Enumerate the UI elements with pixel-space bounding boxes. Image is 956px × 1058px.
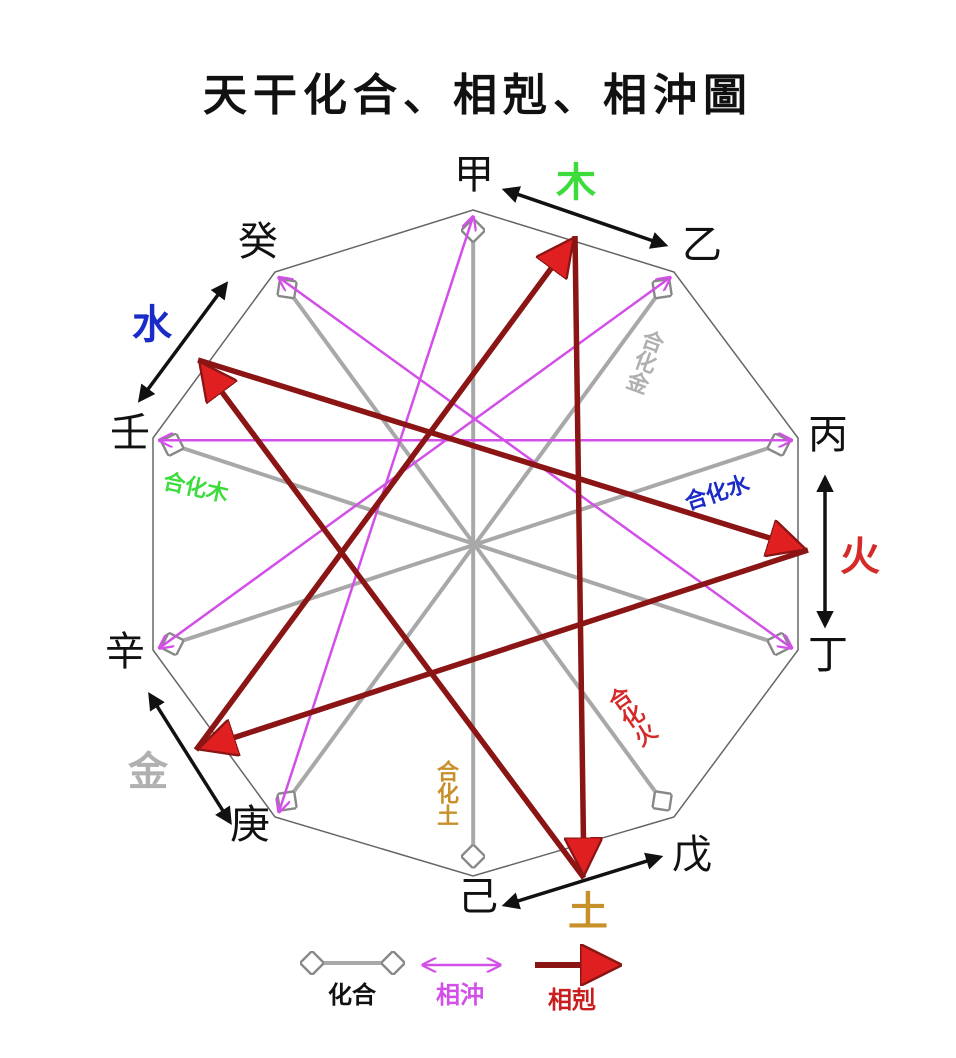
control-arrow (193, 241, 571, 752)
svg-text:合化火: 合化火 (601, 682, 661, 752)
combo-label-water: 合化水 (682, 470, 754, 515)
legend-combine-label: 化合 (328, 980, 377, 1009)
control-arrow (197, 357, 802, 548)
element-wood: 木 (556, 159, 596, 206)
earth-pair-arrow (501, 852, 664, 910)
legend-clash-label: 相沖 (436, 980, 484, 1009)
clash-line (159, 278, 670, 648)
element-fire: 火 (840, 533, 880, 580)
stem-xin: 辛 (105, 629, 145, 675)
control-arrow (202, 547, 809, 748)
clash-line (279, 217, 473, 812)
element-metal: 金 (127, 748, 169, 795)
stem-ding: 丁 (808, 632, 848, 678)
svg-text:合化土: 合化土 (433, 759, 459, 826)
stem-ji: 己 (458, 874, 498, 920)
combo-label-fire: 合化火 (601, 682, 661, 752)
combine-lines (172, 230, 778, 856)
stem-gui: 癸 (238, 219, 278, 265)
water-pair-arrow (137, 281, 229, 403)
stem-wu: 戊 (672, 832, 712, 878)
stem-geng: 庚 (230, 802, 270, 848)
element-earth: 土 (568, 888, 608, 935)
diagram-title: 天干化合、相剋、相沖圖 (203, 70, 753, 121)
control-arrow (575, 235, 584, 872)
stem-jia: 甲 (454, 152, 494, 198)
combo-label-wood: 合化木 (161, 468, 232, 507)
element-water: 水 (132, 301, 173, 348)
combo-label-earth: 合化土 (433, 759, 459, 826)
metal-pair-arrow (148, 692, 232, 825)
wood-pair-arrow (501, 186, 669, 249)
control-arrow (202, 365, 587, 880)
stem-yi: 乙 (682, 222, 722, 268)
control-lines (193, 235, 809, 880)
stem-bing: 丙 (808, 412, 848, 458)
legend-control-label: 相剋 (548, 985, 596, 1014)
stem-ren: 壬 (110, 410, 150, 456)
